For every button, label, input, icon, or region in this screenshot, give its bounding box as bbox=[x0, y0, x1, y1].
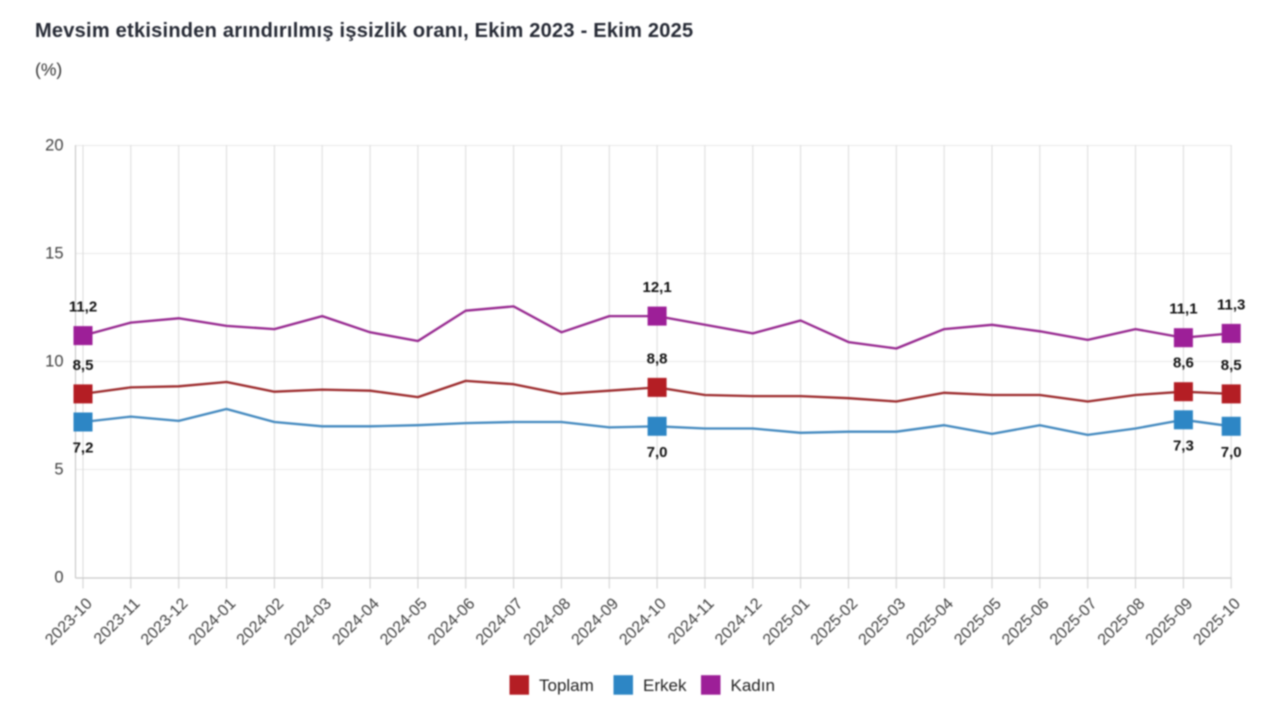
svg-text:12,1: 12,1 bbox=[642, 279, 671, 296]
svg-text:Kadın: Kadın bbox=[731, 676, 775, 695]
svg-text:8,6: 8,6 bbox=[1173, 355, 1194, 372]
svg-text:7,2: 7,2 bbox=[73, 440, 94, 457]
svg-text:Erkek: Erkek bbox=[643, 676, 687, 695]
svg-text:11,2: 11,2 bbox=[69, 299, 97, 316]
svg-text:0: 0 bbox=[54, 569, 63, 587]
svg-text:20: 20 bbox=[45, 137, 63, 155]
svg-text:Toplam: Toplam bbox=[539, 676, 594, 695]
svg-text:7,3: 7,3 bbox=[1173, 437, 1194, 454]
svg-text:Mevsim etkisinden arındırılmış: Mevsim etkisinden arındırılmış işsizlik … bbox=[35, 20, 693, 42]
svg-text:7,0: 7,0 bbox=[647, 444, 668, 461]
svg-text:8,5: 8,5 bbox=[73, 357, 94, 374]
svg-text:11,1: 11,1 bbox=[1169, 301, 1197, 318]
svg-text:7,0: 7,0 bbox=[1221, 444, 1242, 461]
svg-text:11,3: 11,3 bbox=[1217, 296, 1245, 313]
svg-text:8,8: 8,8 bbox=[647, 350, 668, 367]
svg-text:15: 15 bbox=[45, 245, 63, 263]
svg-text:5: 5 bbox=[54, 461, 63, 479]
svg-text:10: 10 bbox=[45, 353, 63, 371]
svg-text:(%): (%) bbox=[35, 60, 62, 80]
svg-text:8,5: 8,5 bbox=[1221, 357, 1242, 374]
